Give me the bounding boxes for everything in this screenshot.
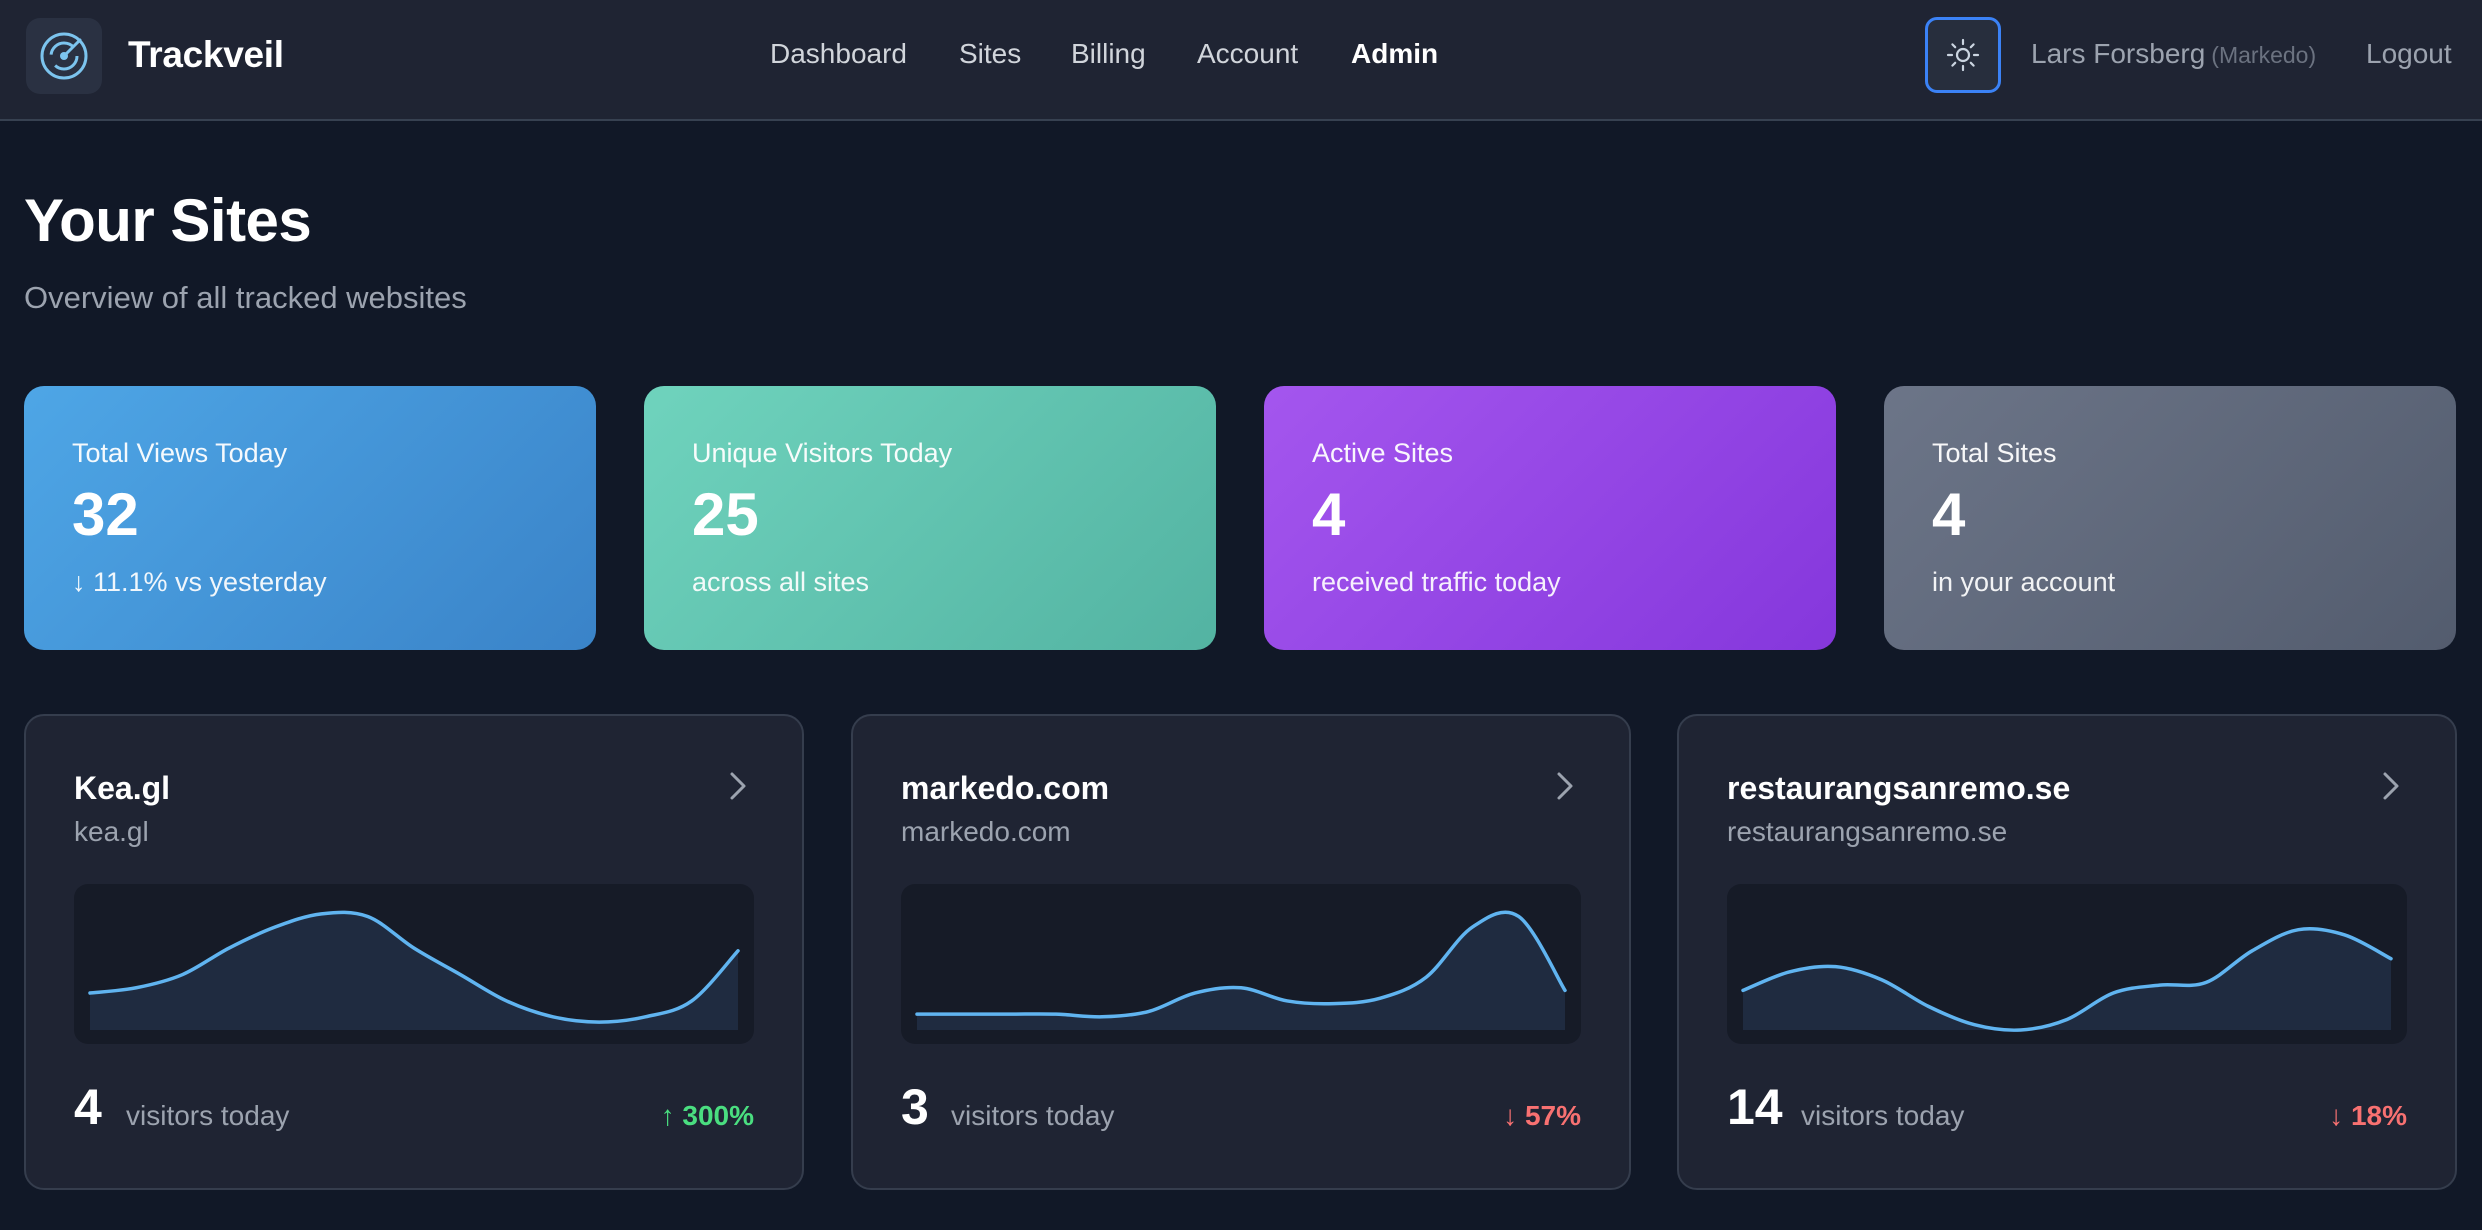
theme-toggle-button[interactable] (1925, 17, 2001, 93)
chevron-right-icon[interactable] (2379, 766, 2403, 806)
visitors-change: ↑ 300% (660, 1100, 754, 1131)
page-title: Your Sites (24, 187, 312, 254)
user-organization: (Markedo) (2211, 42, 2317, 68)
site-card-markedo-com[interactable]: markedo.com markedo.com 3 visitors today… (851, 714, 1631, 1190)
site-domain: kea.gl (74, 816, 149, 847)
nav-link-billing[interactable]: Billing (1071, 38, 1146, 69)
sparkline-area (1743, 928, 2391, 1031)
visitors-count: 4 (74, 1079, 102, 1135)
site-card-restaurangsanremo-se[interactable]: restaurangsanremo.se restaurangsanremo.s… (1677, 714, 2457, 1190)
stat-subtext: across all sites (692, 567, 870, 597)
sparkline-chart (1727, 884, 2407, 1044)
chevron-right-icon[interactable] (1553, 766, 1577, 806)
stat-value: 4 (1312, 481, 1346, 548)
user-name: Lars Forsberg (2031, 38, 2206, 69)
nav-link-dashboard[interactable]: Dashboard (770, 38, 907, 69)
stat-card-total-views: Total Views Today 32 ↓ 11.1% vs yesterda… (24, 386, 596, 650)
stat-card-active-sites: Active Sites 4 received traffic today (1264, 386, 1836, 650)
visitors-label: visitors today (126, 1100, 290, 1131)
site-name[interactable]: markedo.com (901, 770, 1110, 806)
sparkline-svg (915, 910, 1567, 1030)
site-name[interactable]: restaurangsanremo.se (1727, 770, 2071, 806)
trackveil-logo-icon[interactable] (26, 18, 102, 94)
sun-icon (1946, 38, 1980, 72)
nav-link-admin[interactable]: Admin (1351, 38, 1439, 69)
visitors-count: 14 (1727, 1079, 1783, 1135)
stat-subtext: in your account (1932, 567, 2116, 597)
sparkline-chart (74, 884, 754, 1044)
stat-card-unique-visitors: Unique Visitors Today 25 across all site… (644, 386, 1216, 650)
brand-name[interactable]: Trackveil (128, 34, 284, 75)
nav-link-account[interactable]: Account (1197, 38, 1299, 69)
sparkline-chart (901, 884, 1581, 1044)
visitors-change: ↓ 57% (1503, 1100, 1581, 1131)
stat-label: Total Views Today (72, 438, 288, 468)
visitors-label: visitors today (1801, 1100, 1965, 1131)
sparkline-area (90, 912, 738, 1030)
stat-subtext: ↓ 11.1% vs yesterday (72, 567, 327, 597)
logout-link[interactable]: Logout (2366, 38, 2452, 69)
sparkline-line (1741, 926, 2393, 1032)
sparkline-line (915, 910, 1567, 1019)
site-domain: markedo.com (901, 816, 1071, 847)
site-name[interactable]: Kea.gl (74, 770, 171, 806)
visitors-change: ↓ 18% (2329, 1100, 2407, 1131)
stat-label: Unique Visitors Today (692, 438, 953, 468)
chevron-right-icon[interactable] (726, 766, 750, 806)
site-card-kea-gl[interactable]: Kea.gl kea.gl 4 visitors today ↑ 300% (24, 714, 804, 1190)
stat-label: Total Sites (1932, 438, 2057, 468)
stat-value: 4 (1932, 481, 1966, 548)
stat-value: 25 (692, 481, 759, 548)
nav-link-sites[interactable]: Sites (959, 38, 1022, 69)
visitors-count: 3 (901, 1079, 929, 1135)
stat-subtext: received traffic today (1312, 567, 1561, 597)
visitors-label: visitors today (951, 1100, 1115, 1131)
sparkline-svg (1741, 926, 2393, 1032)
main-nav: Dashboard Sites Billing Account Admin (0, 0, 2482, 112)
top-navbar: Trackveil Dashboard Sites Billing Accoun… (0, 0, 2482, 121)
sparkline-svg (88, 910, 740, 1030)
site-domain: restaurangsanremo.se (1727, 816, 2008, 847)
stat-card-total-sites: Total Sites 4 in your account (1884, 386, 2456, 650)
stat-value: 32 (72, 481, 139, 548)
page-subtitle: Overview of all tracked websites (24, 280, 467, 315)
sparkline-area (917, 912, 1565, 1030)
user-menu[interactable]: Lars Forsberg (Markedo) (2031, 38, 2316, 70)
sparkline-line (88, 910, 740, 1024)
stat-label: Active Sites (1312, 438, 1454, 468)
